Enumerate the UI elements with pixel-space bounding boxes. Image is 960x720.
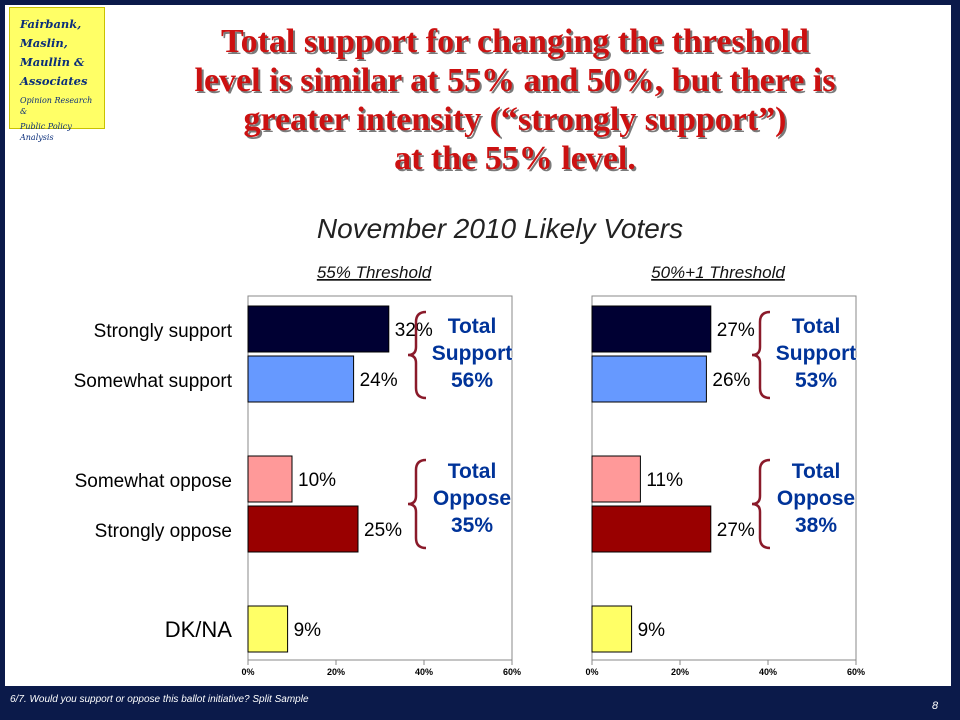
slide-canvas [5,5,951,686]
firm-name-line: Maslin, [20,36,68,50]
bar [247,605,289,653]
title-line: at the 55% level. [394,140,636,177]
total-support-label: Total [792,315,841,338]
bar-value-label: 26% [712,370,750,391]
firm-name-line: Maullin & [20,55,85,69]
total-oppose-label: Total [792,460,841,483]
bar-value-label: 9% [638,620,666,641]
bar [247,455,293,503]
firm-logo: Fairbank, Maslin, Maullin & Associates O… [9,7,105,142]
category-label: DK/NA [165,617,233,642]
bar [591,505,712,553]
bar-value-label: 10% [298,470,336,491]
bar-value-label: 32% [395,320,433,341]
panel-title: 55% Threshold [317,263,432,282]
x-tick-label: 60% [847,667,865,677]
panel-title: 50%+1 Threshold [651,263,785,282]
slide-title: Total support for changing the threshold… [150,22,880,178]
total-oppose-label: 38% [795,514,837,537]
total-oppose-label: Oppose [433,487,511,510]
page-number: 8 [932,700,939,712]
category-label: Somewhat oppose [75,471,232,492]
firm-name-line: Associates [20,74,88,88]
support-bracket [751,310,771,400]
bar [247,505,359,553]
x-tick-label: 0% [241,667,254,677]
title-line: Total support for changing the threshold [221,23,809,60]
category-label: Strongly support [94,321,233,342]
bar-value-label: 24% [360,370,398,391]
bar-value-label: 11% [646,470,683,491]
total-support-label: Support [776,342,856,365]
slide-subtitle: November 2010 Likely Voters [316,213,684,244]
bar-value-label: 9% [294,620,322,641]
bar [591,305,712,353]
x-tick-label: 40% [415,667,433,677]
bar-value-label: 27% [717,320,755,341]
total-support-label: 53% [795,369,837,392]
total-support-label: Total [448,315,497,338]
bar-value-label: 27% [717,520,755,541]
total-oppose-label: Oppose [777,487,855,510]
footnote: 6/7. Would you support or oppose this ba… [10,694,309,705]
bar [591,455,641,503]
bar [591,605,633,653]
total-support-label: Support [432,342,512,365]
x-tick-label: 20% [327,667,345,677]
oppose-bracket [751,458,771,550]
bar-value-label: 25% [364,520,402,541]
firm-name-line: Fairbank, [20,17,82,31]
x-tick-label: 0% [585,667,598,677]
title-line: level is similar at 55% and 50%, but the… [194,62,836,99]
total-support-label: 56% [451,369,493,392]
total-oppose-label: 35% [451,514,493,537]
category-label: Somewhat support [74,371,233,392]
title-line: greater intensity (“strongly support”) [243,101,787,138]
bar [247,305,390,353]
support-bracket [407,310,427,400]
total-oppose-label: Total [448,460,497,483]
x-tick-label: 40% [759,667,777,677]
x-tick-label: 20% [671,667,689,677]
bar [591,355,707,403]
category-label: Strongly oppose [95,521,232,542]
oppose-bracket [407,458,427,550]
firm-tagline-line: Public Policy Analysis [20,122,72,142]
bar [247,355,355,403]
firm-tagline-line: Opinion Research & [20,96,93,116]
x-tick-label: 60% [503,667,521,677]
